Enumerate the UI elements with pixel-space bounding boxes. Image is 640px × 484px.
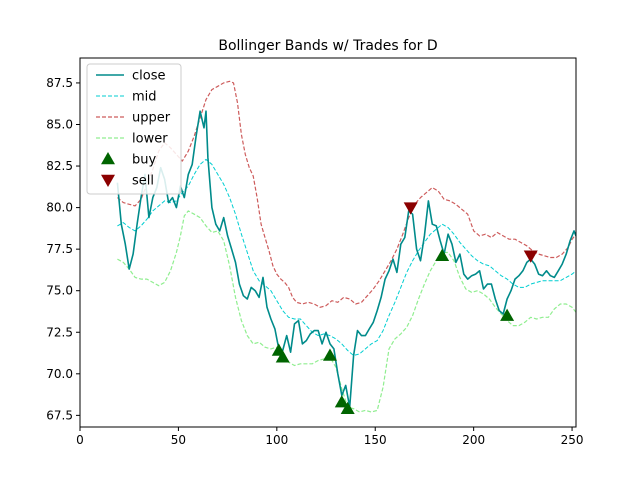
x-tick-label-0: 0 bbox=[76, 433, 84, 447]
legend-label-upper: upper bbox=[132, 111, 171, 126]
x-tick-label-2: 100 bbox=[265, 433, 288, 447]
x-tick-label-3: 150 bbox=[364, 433, 387, 447]
legend-label-close: close bbox=[132, 69, 165, 84]
legend: close mid upper lower buy sell bbox=[86, 63, 182, 195]
buy-marker-4 bbox=[340, 401, 355, 414]
legend-label-buy: buy bbox=[132, 153, 156, 168]
x-tick-label-4: 200 bbox=[462, 433, 485, 447]
legend-swatch-buy bbox=[101, 152, 115, 165]
y-axis: 67.5 70.0 72.5 75.0 77.5 80.0 82.5 85.0 87.5 bbox=[46, 76, 80, 422]
x-tick-label-5: 250 bbox=[561, 433, 584, 447]
y-tick-label-6: 82.5 bbox=[46, 159, 73, 173]
legend-label-lower: lower bbox=[132, 132, 168, 147]
y-tick-label-4: 77.5 bbox=[46, 242, 73, 256]
sell-marker-0 bbox=[403, 202, 418, 215]
legend-label-sell: sell bbox=[132, 174, 154, 189]
buy-marker-3 bbox=[334, 395, 349, 408]
series-line-close bbox=[116, 110, 576, 408]
y-tick-label-3: 75.0 bbox=[46, 284, 73, 298]
chart-title: Bollinger Bands w/ Trades for D bbox=[218, 38, 437, 54]
legend-label-mid: mid bbox=[132, 90, 157, 105]
y-tick-label-8: 87.5 bbox=[46, 76, 73, 90]
x-axis: 0 50 100 150 200 250 bbox=[76, 427, 584, 447]
buy-marker-2 bbox=[322, 348, 337, 361]
series-line-mid bbox=[117, 158, 576, 356]
buy-marker-6 bbox=[500, 308, 515, 321]
series-line-upper bbox=[117, 80, 576, 308]
y-tick-label-1: 70.0 bbox=[46, 367, 73, 381]
x-tick-label-1: 50 bbox=[171, 433, 186, 447]
series-line-lower bbox=[117, 210, 576, 413]
buy-marker-5 bbox=[435, 248, 450, 262]
plot-frame bbox=[79, 57, 577, 428]
y-tick-label-0: 67.5 bbox=[46, 408, 73, 422]
y-tick-label-5: 80.0 bbox=[46, 201, 73, 215]
y-tick-label-2: 72.5 bbox=[46, 325, 73, 339]
legend-swatch-sell bbox=[101, 174, 115, 187]
plot-area bbox=[116, 80, 576, 414]
sell-marker-1 bbox=[523, 250, 538, 263]
buy-marker-1 bbox=[275, 350, 290, 363]
y-tick-label-7: 85.0 bbox=[46, 117, 73, 131]
